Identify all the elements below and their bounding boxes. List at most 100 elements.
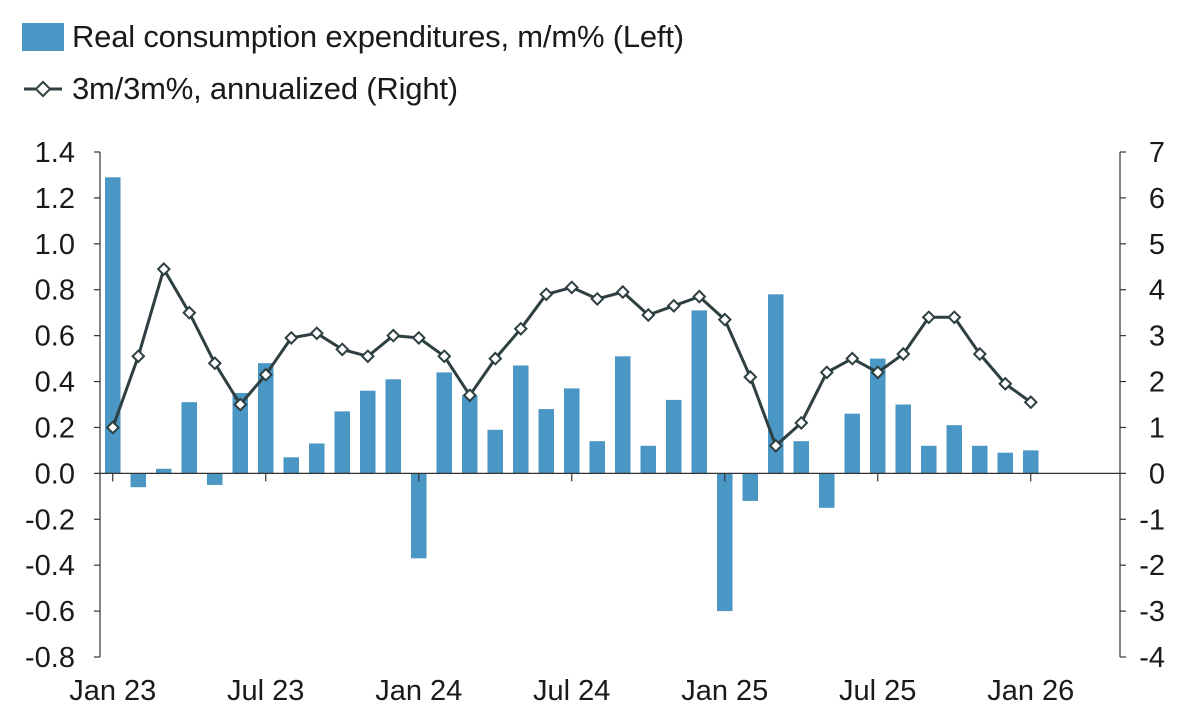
line-marker — [743, 369, 758, 385]
bar — [717, 473, 733, 612]
bar — [946, 425, 962, 474]
x-tick-label: Jul 25 — [839, 675, 916, 707]
right-tick-label: 3 — [1149, 321, 1165, 353]
bar — [232, 393, 248, 474]
x-tick-label: Jan 26 — [987, 675, 1074, 707]
bar — [793, 441, 809, 474]
bar — [538, 409, 554, 474]
right-tick-label: 1 — [1149, 412, 1165, 444]
right-tick-label: 4 — [1149, 275, 1165, 307]
bar — [487, 429, 503, 474]
line-marker — [386, 328, 401, 343]
left-tick-label: -0.8 — [25, 642, 75, 674]
bar — [666, 399, 682, 474]
bar — [564, 388, 580, 474]
bar — [1023, 450, 1039, 474]
right-tick-label: -2 — [1139, 550, 1165, 582]
line-marker — [615, 284, 630, 300]
right-tick-label: 2 — [1149, 367, 1165, 399]
bar — [309, 443, 325, 474]
line-marker — [335, 342, 350, 357]
bar — [385, 379, 401, 474]
bar — [360, 390, 376, 474]
bar — [130, 473, 146, 488]
bar — [768, 294, 784, 474]
right-tick-label: 0 — [1149, 458, 1165, 490]
left-tick-label: 1.2 — [35, 183, 75, 215]
left-tick-label: 0.6 — [35, 321, 75, 353]
right-tick-label: 5 — [1149, 229, 1165, 261]
bar — [462, 395, 478, 474]
line-marker — [513, 321, 528, 336]
x-tick-label: Jul 24 — [533, 675, 610, 707]
line-marker — [1023, 395, 1038, 410]
bar — [870, 358, 886, 474]
left-tick-label: 0.0 — [35, 458, 75, 490]
line-marker — [207, 356, 222, 371]
legend: Real consumption expenditures, m/m% (Lef… — [22, 18, 684, 122]
line-marker — [284, 330, 299, 345]
right-tick-label: 7 — [1149, 137, 1165, 169]
line-marker — [131, 349, 146, 364]
bar — [691, 310, 707, 474]
line-marker — [819, 365, 834, 380]
bar — [742, 473, 758, 501]
bar — [844, 413, 860, 474]
bar — [283, 457, 299, 474]
line-marker — [921, 310, 936, 325]
line-marker — [947, 310, 962, 325]
line-marker — [564, 280, 579, 295]
left-tick-label: -0.6 — [25, 596, 75, 628]
line-marker — [360, 349, 375, 364]
line-marker — [539, 287, 554, 302]
line-marker — [590, 291, 605, 306]
bar — [819, 473, 835, 508]
bar — [181, 402, 197, 474]
bar — [411, 473, 427, 559]
legend-line-swatch — [24, 80, 62, 98]
bar — [921, 445, 937, 474]
line-marker — [258, 367, 273, 382]
line-marker — [105, 420, 120, 435]
line-marker — [845, 351, 860, 366]
line-marker — [309, 326, 324, 341]
legend-bar-swatch — [22, 23, 64, 51]
bar — [207, 473, 223, 485]
bar — [258, 363, 274, 474]
bar — [436, 372, 452, 474]
line-marker — [462, 388, 477, 403]
legend-label-line: 3m/3m%, annualized (Right) — [72, 71, 458, 106]
line-marker — [972, 346, 987, 362]
line-marker — [666, 298, 681, 313]
line-marker — [411, 330, 426, 345]
legend-item-line: 3m/3m%, annualized (Right) — [22, 70, 684, 108]
line-marker — [182, 305, 197, 320]
legend-item-bars: Real consumption expenditures, m/m% (Lef… — [22, 18, 684, 56]
line-marker — [437, 349, 452, 364]
bar — [589, 441, 605, 474]
bar — [105, 177, 121, 474]
bar — [972, 445, 988, 474]
bar — [640, 445, 656, 474]
line-marker — [870, 365, 885, 380]
line-marker — [768, 438, 783, 453]
line-marker — [641, 307, 656, 323]
line-marker — [233, 397, 248, 412]
line-marker — [156, 262, 171, 277]
x-tick-label: Jul 23 — [227, 675, 304, 707]
right-tick-label: 6 — [1149, 183, 1165, 215]
bar — [334, 411, 350, 474]
left-tick-label: 0.2 — [35, 412, 75, 444]
right-tick-label: -3 — [1139, 596, 1165, 628]
left-tick-label: 0.4 — [35, 367, 75, 399]
bar — [513, 365, 529, 474]
left-tick-label: -0.2 — [25, 504, 75, 536]
line-marker — [692, 289, 707, 304]
line-marker — [896, 346, 911, 362]
right-tick-label: -1 — [1139, 504, 1165, 536]
x-tick-label: Jan 24 — [375, 675, 462, 707]
left-tick-label: 1.0 — [35, 229, 75, 261]
right-tick-label: -4 — [1139, 642, 1165, 674]
legend-label-bars: Real consumption expenditures, m/m% (Lef… — [72, 19, 684, 54]
